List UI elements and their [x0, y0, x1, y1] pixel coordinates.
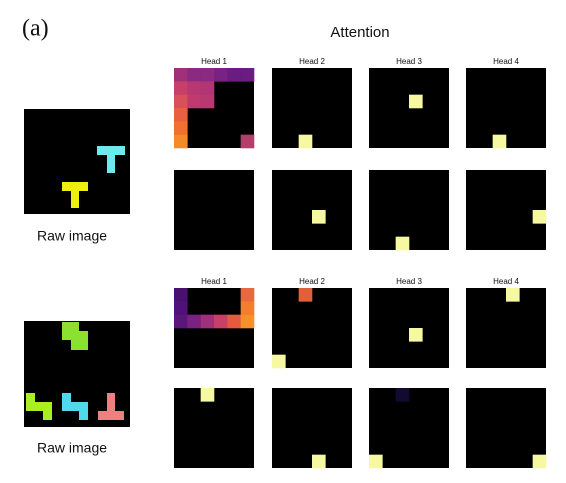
map-cell — [200, 388, 215, 402]
map-cell — [506, 288, 520, 302]
map-cell — [227, 314, 241, 329]
figure-title: Attention — [330, 24, 389, 41]
attention-map — [272, 68, 352, 149]
map-cell — [240, 68, 255, 82]
attention-maps — [174, 68, 547, 469]
head-label: Head 3 — [396, 57, 422, 66]
attention-map — [369, 288, 449, 368]
attention-map — [369, 68, 449, 148]
attention-map — [272, 170, 352, 250]
map-cell — [187, 68, 201, 82]
caption: Raw image — [37, 228, 107, 244]
map-cell — [272, 354, 286, 369]
panel-label: (a) — [22, 16, 49, 42]
map-cell — [174, 68, 188, 82]
map-cell — [174, 94, 188, 109]
attention-map — [466, 388, 547, 469]
map-cell — [187, 81, 201, 95]
map-cell — [174, 301, 188, 315]
map-cell — [187, 94, 201, 109]
map-cell — [369, 454, 383, 469]
map-cell — [174, 134, 188, 149]
map-cell — [298, 288, 313, 302]
map-cell — [200, 314, 215, 329]
raw-image — [24, 109, 130, 214]
map-cell — [240, 314, 255, 329]
map-cell — [395, 236, 410, 251]
map-cell — [200, 68, 215, 82]
head-label: Head 2 — [299, 57, 325, 66]
attention-map — [466, 288, 546, 368]
attention-map — [174, 68, 255, 149]
attention-map — [466, 170, 547, 250]
attention-map — [369, 170, 449, 251]
map-cell — [174, 288, 188, 302]
map-cell — [214, 68, 228, 82]
map-cell — [227, 68, 241, 82]
map-cell — [187, 314, 201, 329]
head-label: Head 3 — [396, 277, 422, 286]
head-label: Head 1 — [201, 277, 227, 286]
attention-map — [466, 68, 546, 149]
map-cell — [409, 94, 423, 109]
map-cell — [492, 134, 507, 149]
map-cell — [312, 210, 326, 224]
attention-map — [174, 288, 255, 368]
map-cell — [298, 134, 313, 149]
map-cell — [409, 328, 423, 342]
map-cell — [312, 454, 326, 469]
head-label: Head 4 — [493, 57, 519, 66]
map-cell — [200, 94, 215, 109]
map-cell — [532, 454, 547, 469]
map-cell — [240, 301, 255, 315]
attention-map — [174, 170, 254, 250]
map-cell — [395, 388, 410, 402]
map-background — [174, 170, 254, 250]
attention-map — [272, 388, 352, 469]
map-cell — [174, 314, 188, 329]
caption: Raw image — [37, 440, 107, 456]
map-cell — [240, 134, 255, 149]
head-label: Head 2 — [299, 277, 325, 286]
map-cell — [532, 210, 547, 224]
map-cell — [200, 81, 215, 95]
map-cell — [174, 108, 188, 122]
map-cell — [214, 314, 228, 329]
map-cell — [174, 81, 188, 95]
attention-map — [369, 388, 449, 469]
head-label: Head 4 — [493, 277, 519, 286]
head-label: Head 1 — [201, 57, 227, 66]
map-cell — [174, 121, 188, 135]
raw-image — [24, 321, 130, 427]
attention-map — [174, 388, 254, 468]
attention-map — [272, 288, 352, 369]
map-cell — [240, 288, 255, 302]
